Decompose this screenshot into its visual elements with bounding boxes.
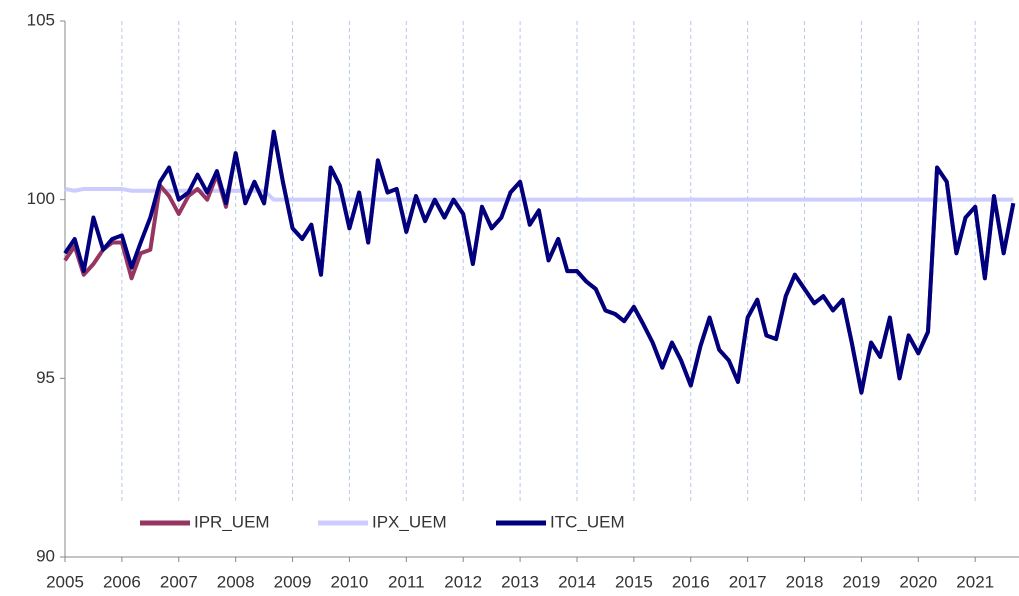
x-tick-label: 2016 <box>672 572 710 591</box>
x-tick-label: 2008 <box>217 572 255 591</box>
x-tick-label: 2011 <box>388 572 425 591</box>
x-tick-label: 2013 <box>501 572 539 591</box>
x-tick-label: 2017 <box>729 572 767 591</box>
x-tick-label: 2021 <box>956 572 994 591</box>
x-tick-label: 2009 <box>274 572 312 591</box>
legend-label: IPX_UEM <box>372 512 447 531</box>
x-tick-label: 2005 <box>46 572 84 591</box>
legend-label: IPR_UEM <box>194 512 270 531</box>
y-tick-label: 100 <box>27 189 55 208</box>
x-tick-label: 2015 <box>615 572 653 591</box>
x-tick-label: 2010 <box>331 572 369 591</box>
x-tick-label: 2007 <box>160 572 198 591</box>
series-line <box>63 129 1016 395</box>
x-tick-label: 2018 <box>786 572 824 591</box>
x-tick-label: 2012 <box>444 572 482 591</box>
x-tick-label: 2019 <box>843 572 881 591</box>
series-line <box>63 129 1016 395</box>
legend-label: ITC_UEM <box>550 512 625 531</box>
y-tick-label: 105 <box>27 10 55 29</box>
x-tick-label: 2020 <box>899 572 937 591</box>
y-tick-label: 95 <box>36 368 55 387</box>
x-tick-label: 2006 <box>103 572 141 591</box>
y-tick-label: 90 <box>36 546 55 565</box>
x-tick-label: 2014 <box>558 572 596 591</box>
